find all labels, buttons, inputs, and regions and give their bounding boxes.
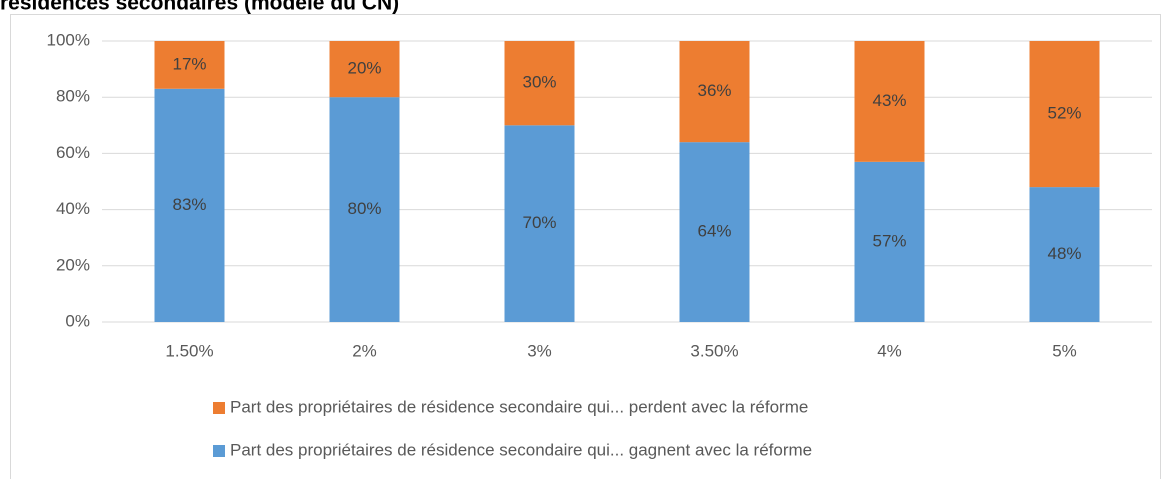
bar-segment: [1029, 187, 1100, 322]
legend-swatch: [213, 445, 225, 457]
bar-segment: [504, 125, 575, 322]
y-tick-label: 0%: [65, 311, 90, 330]
bar-segment: [329, 97, 400, 322]
bar-segment: [504, 41, 575, 126]
chart-frame: [10, 14, 1161, 479]
data-label: 30%: [522, 73, 556, 92]
data-label: 48%: [1047, 244, 1081, 263]
bar-segment: [854, 161, 925, 322]
y-tick-label: 40%: [56, 199, 90, 218]
bar-segment: [154, 41, 225, 89]
x-tick-label: 1.50%: [165, 341, 213, 360]
bar-segment: [154, 88, 225, 323]
legend-swatch: [213, 402, 225, 414]
data-label: 57%: [872, 231, 906, 250]
bar-segment: [854, 41, 925, 162]
data-label: 64%: [697, 222, 731, 241]
data-label: 17%: [172, 54, 206, 73]
bar-segment: [329, 41, 400, 98]
y-tick-label: 80%: [56, 87, 90, 106]
data-label: 36%: [697, 81, 731, 100]
x-tick-label: 5%: [1052, 341, 1077, 360]
y-tick-label: 20%: [56, 255, 90, 274]
data-label: 52%: [1047, 104, 1081, 123]
data-label: 43%: [872, 91, 906, 110]
y-tick-label: 60%: [56, 143, 90, 162]
data-label: 70%: [522, 213, 556, 232]
x-tick-label: 3.50%: [690, 341, 738, 360]
bar-segment: [679, 142, 750, 322]
x-tick-label: 4%: [877, 341, 902, 360]
bar-segment: [679, 41, 750, 143]
bar-segment: [1029, 41, 1100, 188]
data-label: 20%: [347, 59, 381, 78]
data-label: 80%: [347, 199, 381, 218]
legend-label: Part des propriétaires de résidence seco…: [230, 440, 812, 459]
data-label: 83%: [172, 195, 206, 214]
legend-label: Part des propriétaires de résidence seco…: [230, 397, 808, 416]
chart-title: résidences secondaires (modèle du CN): [0, 0, 399, 15]
y-tick-label: 100%: [47, 30, 90, 49]
x-tick-label: 2%: [352, 341, 377, 360]
x-tick-label: 3%: [527, 341, 552, 360]
